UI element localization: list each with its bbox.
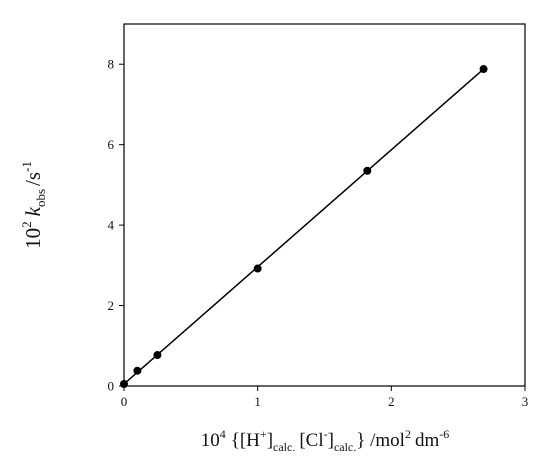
x-label-dm: dm — [415, 430, 440, 451]
fit-line — [123, 68, 485, 385]
data-point — [479, 65, 488, 74]
y-label-k-sub: obs — [33, 189, 48, 207]
data-point — [153, 351, 162, 360]
x-tick-label: 3 — [522, 394, 529, 409]
x-tick-label: 2 — [388, 394, 395, 409]
x-label-mol-exp: 2 — [405, 427, 411, 441]
x-label-cl-open: [Cl — [299, 430, 323, 451]
y-label-unit: /s — [21, 172, 45, 186]
x-label-prefix: 10 — [201, 430, 220, 451]
x-label-cl-sup: - — [324, 427, 328, 441]
y-label-prefix: 10 — [21, 228, 45, 249]
y-label-prefix-exp: 2 — [19, 221, 34, 228]
ticks — [119, 63, 526, 391]
x-label-cl-close: ] — [328, 430, 334, 451]
x-axis-label: 104 {[H+]calc. [Cl-]calc.} /mol2 dm-6 — [201, 427, 450, 454]
x-label-h-sup: + — [260, 427, 267, 441]
plot-area — [123, 23, 526, 387]
y-label-unit-exp: -1 — [19, 161, 34, 172]
data-point — [363, 166, 372, 175]
x-label-cl-sub: calc. — [334, 440, 356, 454]
y-axis-label: 102 kobs/s-1 — [19, 161, 48, 249]
tick-labels: 0 1 2 3 0 2 4 6 8 — [108, 57, 529, 409]
fit-line-group — [123, 68, 485, 385]
y-tick-label: 8 — [108, 57, 115, 72]
y-tick-label: 6 — [108, 137, 115, 152]
data-point — [120, 379, 128, 388]
x-label-prefix-exp: 4 — [220, 427, 226, 441]
x-tick-label: 1 — [254, 394, 261, 409]
data-points — [120, 65, 488, 388]
x-tick-label: 0 — [121, 394, 128, 409]
x-label-close: } /mol — [356, 430, 405, 451]
y-tick-label: 4 — [108, 218, 115, 233]
y-label-k: k — [21, 206, 45, 216]
x-label-h-close: ] — [267, 430, 273, 451]
data-point — [253, 264, 262, 273]
data-point — [133, 366, 142, 375]
x-label-open: {[H — [231, 430, 260, 451]
x-label-dm-exp: -6 — [439, 427, 449, 441]
x-label-h-sub: calc. — [273, 440, 295, 454]
y-tick-label: 0 — [108, 379, 115, 394]
y-tick-label: 2 — [108, 298, 115, 313]
